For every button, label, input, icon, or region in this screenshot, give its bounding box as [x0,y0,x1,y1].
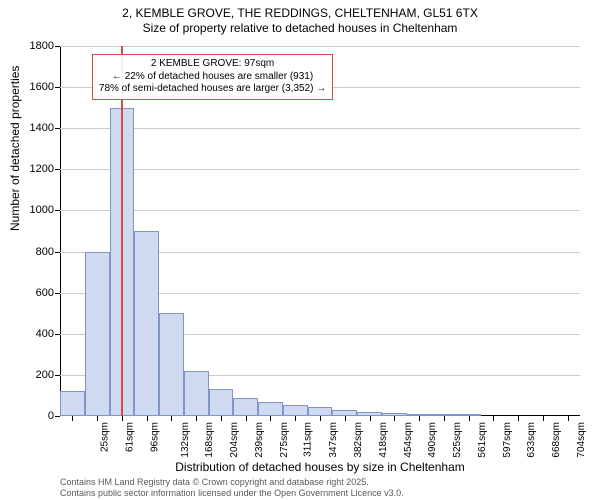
y-axis: 020040060080010001200140016001800 [0,46,60,416]
grid-line [60,210,580,211]
x-tick-mark [196,416,197,421]
x-tick-mark [270,416,271,421]
footer-line1: Contains HM Land Registry data © Crown c… [60,477,404,487]
title-line1: 2, KEMBLE GROVE, THE REDDINGS, CHELTENHA… [0,6,600,21]
x-tick-mark [493,416,494,421]
footer: Contains HM Land Registry data © Crown c… [60,477,404,498]
x-tick-mark [518,416,519,421]
x-tick-mark [469,416,470,421]
x-tick-label: 454sqm [403,422,414,458]
axis-border-left [60,46,61,416]
histogram-bar [209,389,234,416]
x-tick-label: 490sqm [427,422,438,458]
footer-line2: Contains public sector information licen… [60,488,404,498]
x-tick-mark [246,416,247,421]
x-tick-label: 204sqm [229,422,240,458]
x-tick-mark [345,416,346,421]
y-tick-label: 1800 [30,40,54,52]
x-tick-mark [122,416,123,421]
x-tick-mark [171,416,172,421]
x-tick-mark [97,416,98,421]
annotation-box: 2 KEMBLE GROVE: 97sqm← 22% of detached h… [92,54,333,100]
y-tick-label: 1400 [30,122,54,134]
histogram-bar [85,252,110,416]
histogram-bar [258,402,283,416]
histogram-bar [283,405,308,416]
title-block: 2, KEMBLE GROVE, THE REDDINGS, CHELTENHA… [0,0,600,36]
x-tick-label: 96sqm [149,422,160,452]
x-tick-label: 633sqm [526,422,537,458]
y-tick-label: 800 [36,246,54,258]
annotation-line3: 78% of semi-detached houses are larger (… [99,83,326,96]
x-tick-mark [147,416,148,421]
y-tick-label: 1000 [30,204,54,216]
x-tick-label: 418sqm [378,422,389,458]
x-tick-mark [444,416,445,421]
annotation-line2: ← 22% of detached houses are smaller (93… [99,71,326,84]
x-tick-mark [394,416,395,421]
x-tick-label: 168sqm [205,422,216,458]
title-line2: Size of property relative to detached ho… [0,21,600,36]
y-tick-label: 400 [36,328,54,340]
y-tick-label: 0 [48,410,54,422]
x-axis: 25sqm 61sqm 96sqm 132sqm 168sqm 204sqm 239sqm 2… [60,416,580,466]
x-tick-label: 239sqm [254,422,265,458]
y-tick-label: 600 [36,287,54,299]
x-tick-label: 61sqm [125,422,136,452]
grid-line [60,128,580,129]
histogram-bar [308,407,333,416]
histogram-bar [134,231,159,416]
histogram-bar [159,313,184,416]
annotation-line1: 2 KEMBLE GROVE: 97sqm [99,58,326,71]
x-tick-label: 525sqm [452,422,463,458]
x-tick-label: 25sqm [100,422,111,452]
x-tick-mark [419,416,420,421]
y-tick-label: 1200 [30,163,54,175]
x-tick-mark [72,416,73,421]
x-tick-mark [295,416,296,421]
x-tick-mark [543,416,544,421]
x-tick-mark [221,416,222,421]
grid-line [60,46,580,47]
x-tick-label: 347sqm [328,422,339,458]
x-tick-mark [370,416,371,421]
y-tick-label: 200 [36,369,54,381]
x-tick-label: 597sqm [502,422,513,458]
x-tick-mark [568,416,569,421]
histogram-bar [60,391,85,416]
histogram-bar [233,398,258,417]
x-tick-label: 704sqm [576,422,587,458]
x-tick-label: 132sqm [180,422,191,458]
grid-line [60,169,580,170]
chart-container: 2, KEMBLE GROVE, THE REDDINGS, CHELTENHA… [0,0,600,500]
plot-area: 2 KEMBLE GROVE: 97sqm← 22% of detached h… [60,46,580,416]
x-tick-mark [320,416,321,421]
x-tick-label: 311sqm [303,422,314,457]
marker-line [121,46,123,416]
x-tick-label: 382sqm [353,422,364,458]
histogram-bar [184,371,209,416]
x-tick-label: 561sqm [477,422,488,458]
x-tick-label: 668sqm [551,422,562,458]
y-tick-label: 1600 [30,81,54,93]
x-axis-label: Distribution of detached houses by size … [60,460,580,474]
x-tick-label: 275sqm [279,422,290,458]
